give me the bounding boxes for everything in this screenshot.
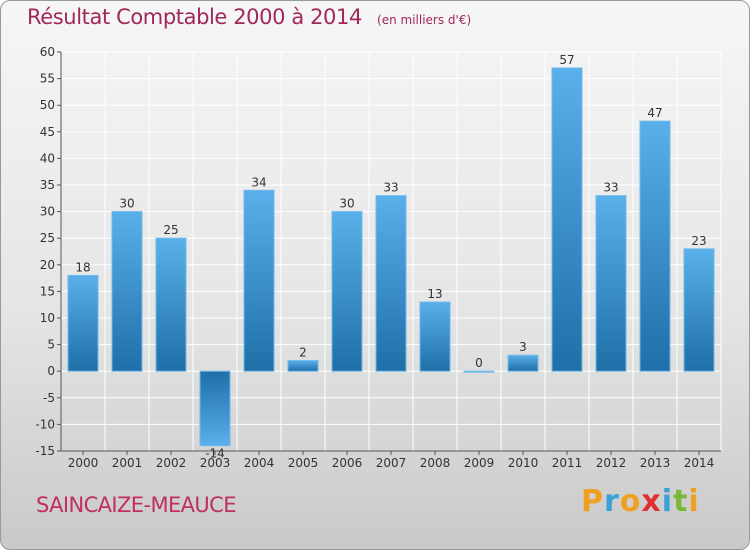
bar-2001 bbox=[111, 211, 143, 372]
value-label-2010: 3 bbox=[519, 340, 527, 354]
bar-2005 bbox=[287, 360, 319, 372]
y-tick-label: 30 bbox=[40, 205, 55, 219]
y-tick-label: 50 bbox=[40, 98, 55, 112]
x-tick-label: 2008 bbox=[420, 456, 451, 470]
y-tick-label: 20 bbox=[40, 258, 55, 272]
bar-2006 bbox=[331, 211, 363, 372]
y-tick-label: -15 bbox=[35, 444, 55, 458]
logo-letter: o bbox=[619, 484, 642, 519]
proxiti-logo: Proxiti bbox=[581, 484, 700, 519]
y-tick-label: -5 bbox=[43, 391, 55, 405]
bars bbox=[67, 67, 715, 447]
value-labels: 18 30 25 -14 34 2 30 33 13 0 3 57 33 47 23 bbox=[75, 53, 706, 461]
bar-2000 bbox=[67, 274, 99, 372]
bar-2011 bbox=[551, 67, 583, 372]
logo-letter: r bbox=[604, 484, 620, 519]
bar-2009 bbox=[463, 370, 495, 373]
y-tick-label: 15 bbox=[40, 284, 55, 298]
value-label-2003: -14 bbox=[205, 447, 225, 461]
commune-name: SAINCAIZE-MEAUCE bbox=[36, 493, 237, 517]
y-tick-label: 35 bbox=[40, 178, 55, 192]
x-tick-label: 2012 bbox=[596, 456, 627, 470]
value-label-2013: 47 bbox=[647, 106, 662, 120]
logo-letter: x bbox=[641, 484, 662, 519]
y-tick-label: 45 bbox=[40, 125, 55, 139]
logo-letter: t bbox=[673, 484, 689, 519]
x-tick-label: 2007 bbox=[376, 456, 407, 470]
x-tick-label: 2014 bbox=[684, 456, 715, 470]
bar-2002 bbox=[155, 237, 187, 372]
y-tick-label: 60 bbox=[40, 45, 55, 59]
x-tick-label: 2001 bbox=[112, 456, 143, 470]
value-label-2007: 33 bbox=[383, 181, 398, 195]
value-label-2005: 2 bbox=[299, 346, 307, 360]
value-label-2011: 57 bbox=[559, 53, 574, 67]
x-tick-label: 2004 bbox=[244, 456, 275, 470]
x-tick-label: 2006 bbox=[332, 456, 363, 470]
x-tick-label: 2005 bbox=[288, 456, 319, 470]
x-tick-label: 2013 bbox=[640, 456, 671, 470]
value-label-2009: 0 bbox=[475, 356, 483, 370]
y-tick-label: 40 bbox=[40, 151, 55, 165]
x-tick-label: 2003 bbox=[200, 456, 231, 470]
y-tick-label: -10 bbox=[35, 417, 55, 431]
bar-2014 bbox=[683, 248, 715, 372]
value-label-2008: 13 bbox=[427, 287, 442, 301]
logo-letter: P bbox=[581, 484, 604, 519]
title-row: Résultat Comptable 2000 à 2014 (en milli… bbox=[27, 5, 471, 29]
logo-letter: i bbox=[661, 484, 674, 519]
value-label-2014: 23 bbox=[691, 234, 706, 248]
y-tick-label: 10 bbox=[40, 311, 55, 325]
bar-2003 bbox=[199, 370, 231, 447]
y-tick-label: 55 bbox=[40, 72, 55, 86]
x-tick-label: 2010 bbox=[508, 456, 539, 470]
bar-2004 bbox=[243, 189, 275, 372]
y-tick-label: 0 bbox=[47, 364, 55, 378]
bar-2012 bbox=[595, 195, 627, 372]
value-label-2004: 34 bbox=[251, 175, 266, 189]
y-tick-label: 5 bbox=[47, 338, 55, 352]
chart-title: Résultat Comptable 2000 à 2014 bbox=[27, 5, 362, 29]
y-tick-label: 25 bbox=[40, 231, 55, 245]
logo-letter: i bbox=[688, 484, 700, 519]
value-label-2006: 30 bbox=[339, 197, 354, 211]
value-label-2001: 30 bbox=[119, 197, 134, 211]
x-tick-label: 2000 bbox=[68, 456, 99, 470]
x-tick-label: 2011 bbox=[552, 456, 583, 470]
value-label-2012: 33 bbox=[603, 181, 618, 195]
bar-2010 bbox=[507, 354, 539, 372]
x-tick-label: 2009 bbox=[464, 456, 495, 470]
value-label-2000: 18 bbox=[75, 260, 90, 274]
bar-2007 bbox=[375, 195, 407, 372]
x-tick-label: 2002 bbox=[156, 456, 187, 470]
chart-subtitle: (en milliers d'€) bbox=[377, 13, 472, 27]
bar-2013 bbox=[639, 120, 671, 372]
value-label-2002: 25 bbox=[163, 223, 178, 237]
bar-2008 bbox=[419, 301, 451, 372]
